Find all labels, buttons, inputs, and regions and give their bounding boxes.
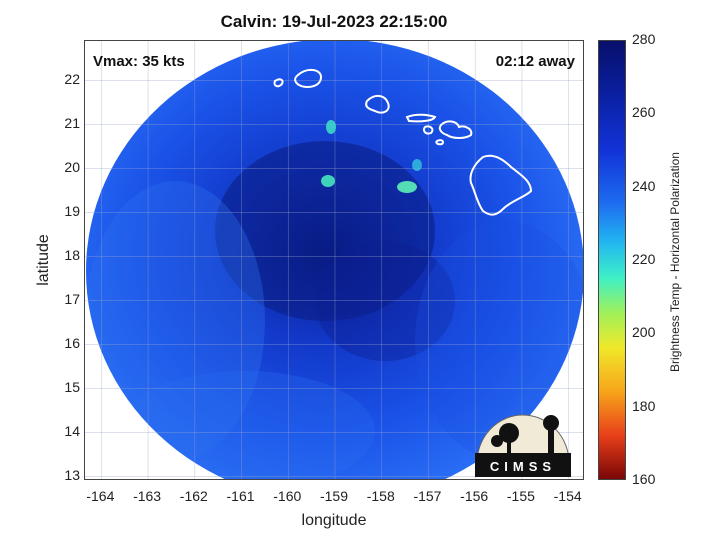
colorbar-tick-label: 180 [632,397,656,414]
y-tick-label: 15 [64,378,80,395]
map-plot-area: Vmax: 35 kts 02:12 away CIMSS [84,40,584,480]
oahu-coast [365,95,390,114]
convection-spots [321,120,422,193]
colorbar-tick-label: 260 [632,104,656,121]
hawaii-coastlines [273,69,533,216]
gridlines-overlay [85,41,583,479]
y-tick-label: 19 [64,202,80,219]
y-axis-label: latitude [35,234,52,286]
y-tick-label: 22 [64,70,80,87]
y-tick-label: 14 [64,422,80,439]
molokai-coast [405,113,437,123]
x-tick-label: -156 [460,488,489,504]
x-tick-label: -163 [133,488,162,504]
big-island-coast [469,154,533,216]
niihau-coast [273,78,284,88]
x-axis-label: longitude [301,512,367,529]
colorbar-tick-label: 280 [632,31,656,47]
x-tick-label: -155 [506,488,535,504]
map-title: Calvin: 19-Jul-2023 22:15:00 [220,12,448,31]
vmax-label: Vmax: 35 kts [93,53,185,70]
colorbar-tick-label: 160 [632,471,656,487]
x-tick-label: -158 [366,488,395,504]
colorbar-tick-label: 240 [632,177,656,194]
map-canvas [85,41,583,479]
y-tick-label: 21 [64,114,80,131]
x-tick-label: -159 [319,488,349,504]
logo-text: CIMSS [490,459,556,474]
x-tick-label: -157 [413,488,442,504]
maui-coast [438,120,473,139]
time-away-label: 02:12 away [495,53,575,70]
kauai-coast [294,69,323,88]
y-tick-label: 18 [64,246,80,263]
x-tick-label: -154 [553,488,582,504]
y-tick-label: 13 [64,466,80,483]
colorbar-title: Brightness Temp - Horizontal Polarizatio… [668,152,682,372]
x-tick-label: -164 [86,488,115,504]
lanai-coast [422,125,434,135]
x-tick-label: -161 [226,488,255,504]
colorbar-tick-label: 200 [632,324,656,341]
x-tick-label: -160 [273,488,302,504]
y-tick-label: 17 [64,290,80,307]
cimss-logo: CIMSS [475,414,571,477]
kahoolawe-coast [435,139,445,146]
colorbar-tick-label: 220 [632,251,656,267]
x-tick-label: -162 [179,488,208,504]
y-tick-label: 20 [64,158,80,175]
y-tick-label: 16 [64,334,80,351]
colorbar [598,40,626,480]
